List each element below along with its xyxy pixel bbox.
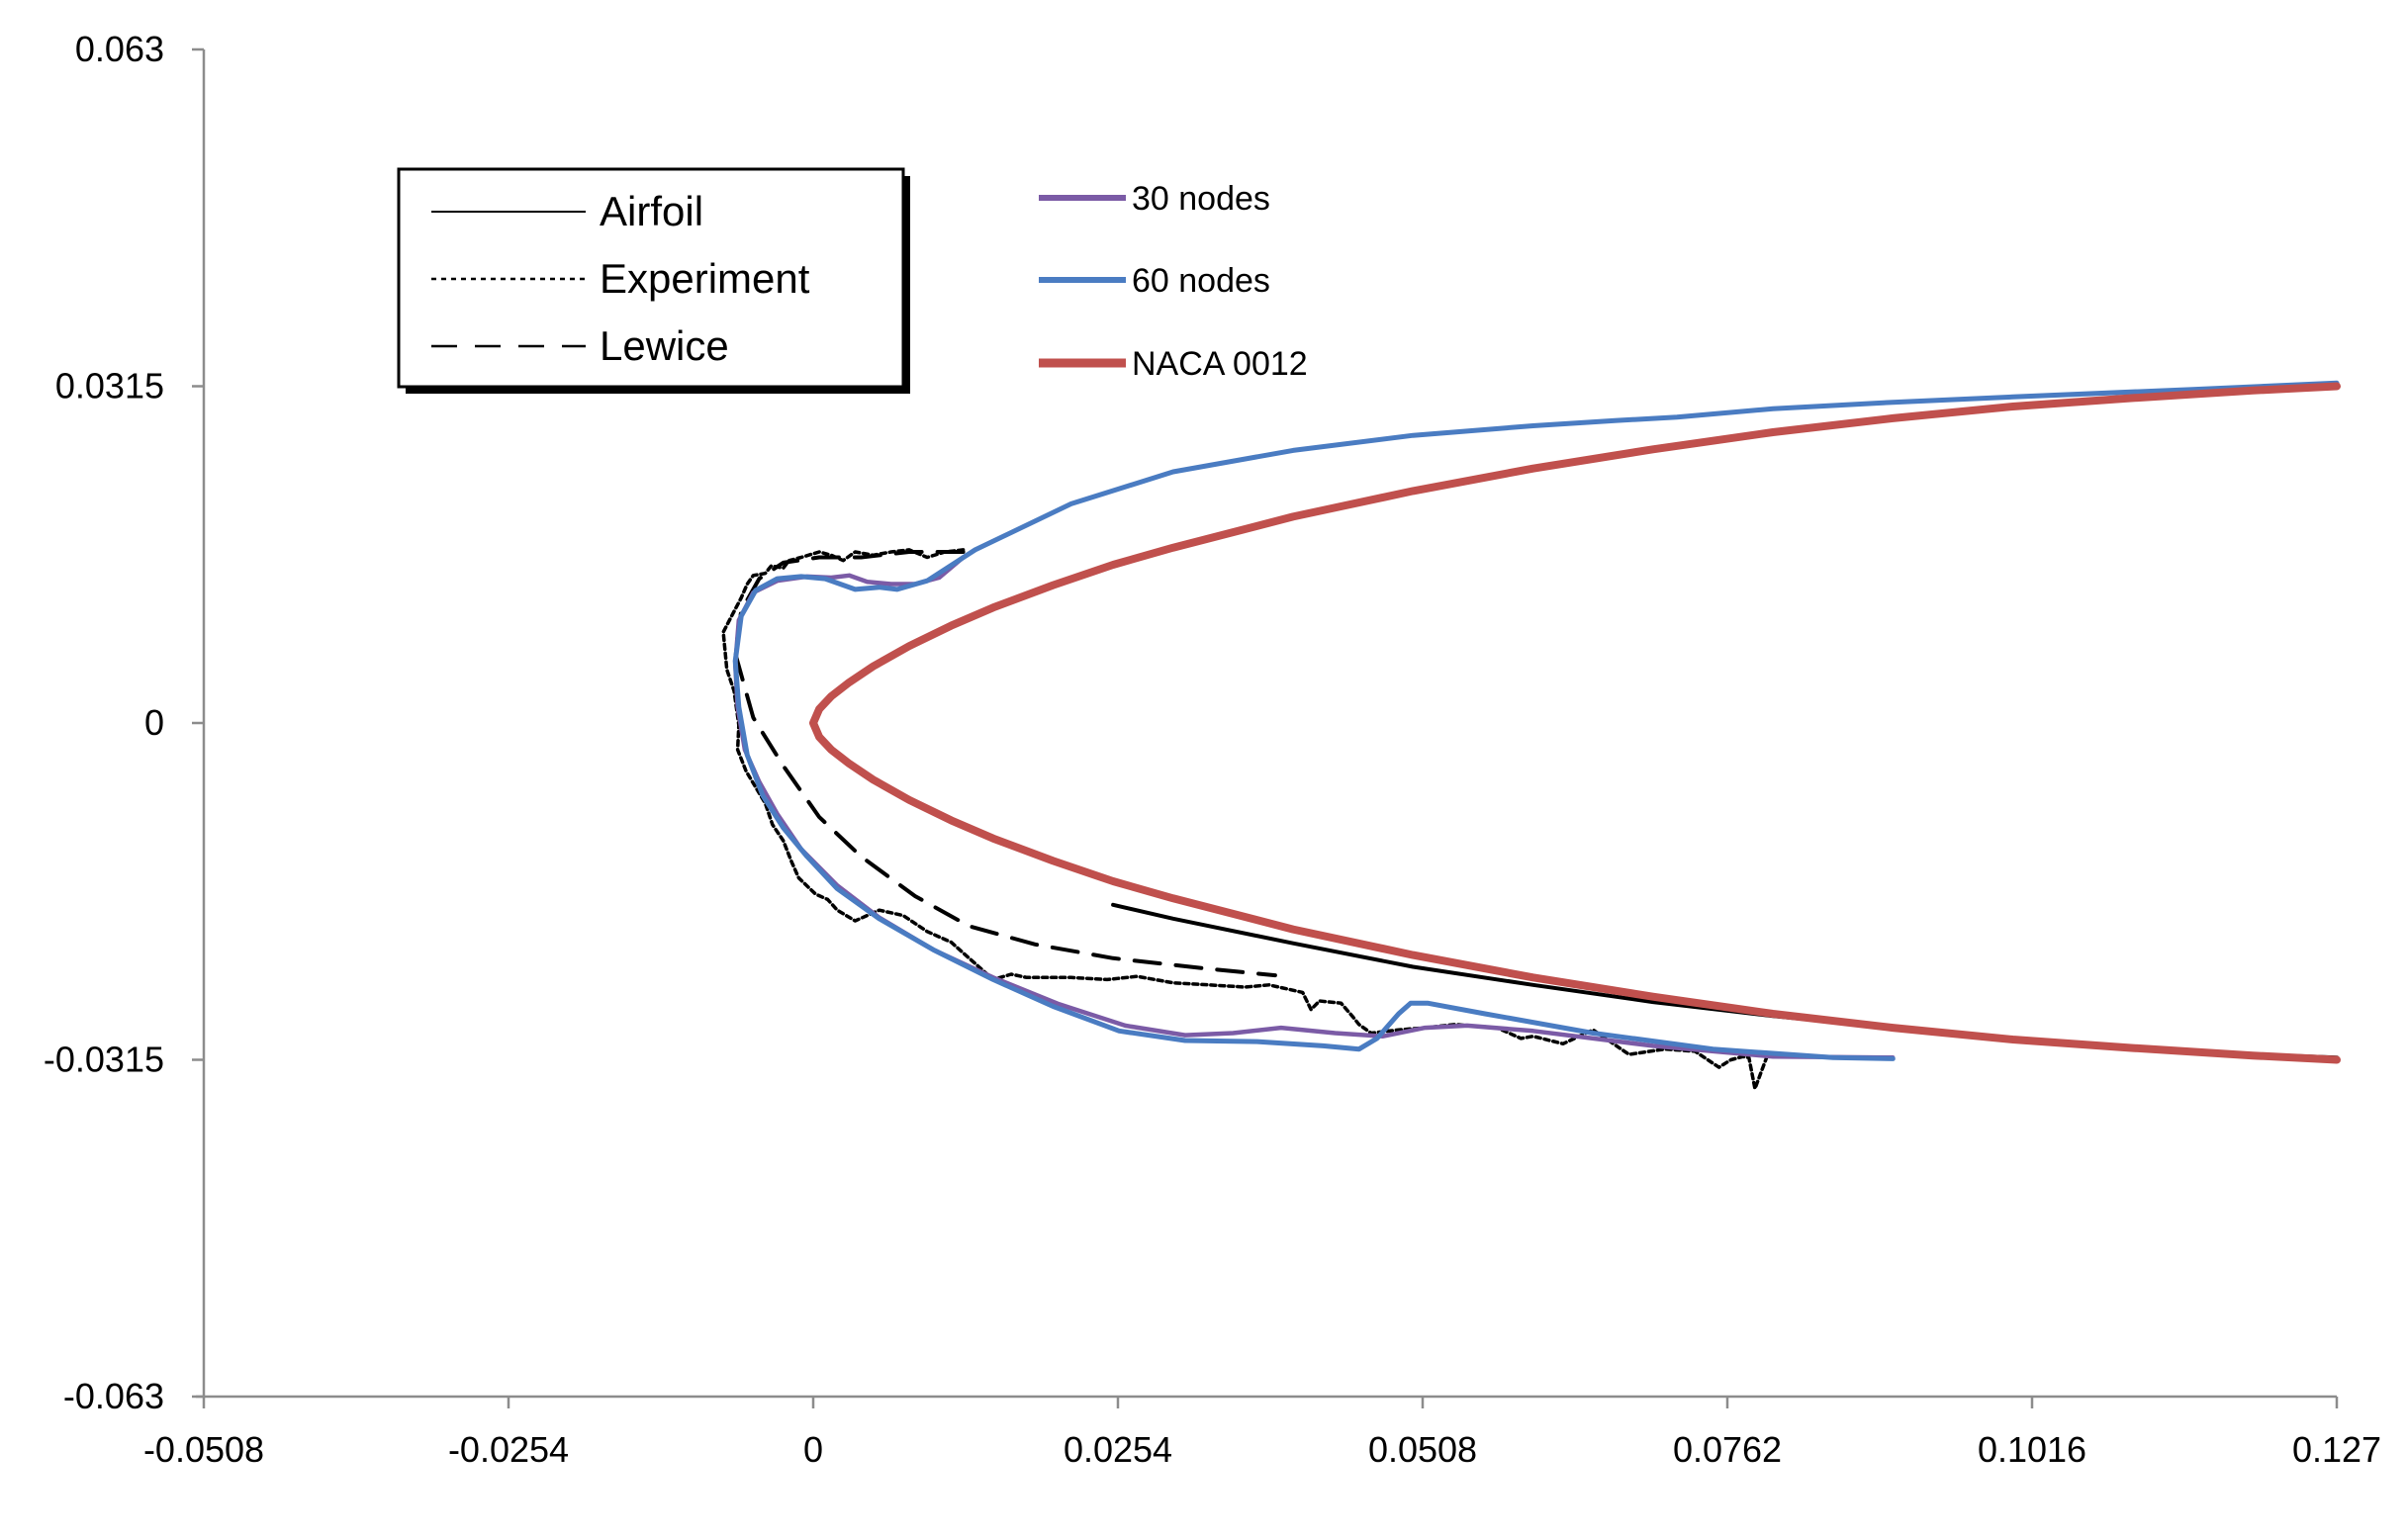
y-tick-label: 0.0315 xyxy=(55,366,164,407)
x-tick-label: 0.0508 xyxy=(1368,1429,1477,1470)
legend-lewice-label: Lewice xyxy=(600,322,729,369)
legend-scanned: Airfoil Experiment Lewice xyxy=(397,167,910,394)
legend-sim: 30 nodes 60 nodes NACA 0012 xyxy=(1039,180,1308,383)
series-lewice xyxy=(733,550,1277,978)
legend-experiment-label: Experiment xyxy=(600,255,810,302)
x-tick-label: 0 xyxy=(803,1429,823,1470)
axis-ticks: -0.0508 -0.0254 0 0.0254 0.0508 0.0762 0.1016 0… xyxy=(44,29,2381,1470)
y-tick-label: 0 xyxy=(144,702,164,743)
legend-naca-label: NACA 0012 xyxy=(1132,345,1308,383)
x-tick-label: 0.1016 xyxy=(1978,1429,2086,1470)
x-tick-label: 0.127 xyxy=(2292,1429,2381,1470)
series-naca-0012 xyxy=(809,382,2341,1064)
x-tick-label: 0.0762 xyxy=(1673,1429,1782,1470)
legend-30-nodes-label: 30 nodes xyxy=(1132,180,1270,218)
x-tick-label: 0.0254 xyxy=(1064,1429,1172,1470)
y-tick-label: 0.063 xyxy=(75,29,164,69)
series-layer xyxy=(721,380,2341,1091)
series-experiment xyxy=(721,548,1769,1091)
x-tick-label: -0.0254 xyxy=(448,1429,569,1470)
x-tick-label: -0.0508 xyxy=(143,1429,264,1470)
legend-airfoil-label: Airfoil xyxy=(600,188,703,234)
series-60-nodes xyxy=(732,380,2340,1061)
y-tick-label: -0.063 xyxy=(63,1376,164,1416)
legend-60-nodes-label: 60 nodes xyxy=(1132,262,1270,300)
y-tick-label: -0.0315 xyxy=(44,1040,164,1080)
